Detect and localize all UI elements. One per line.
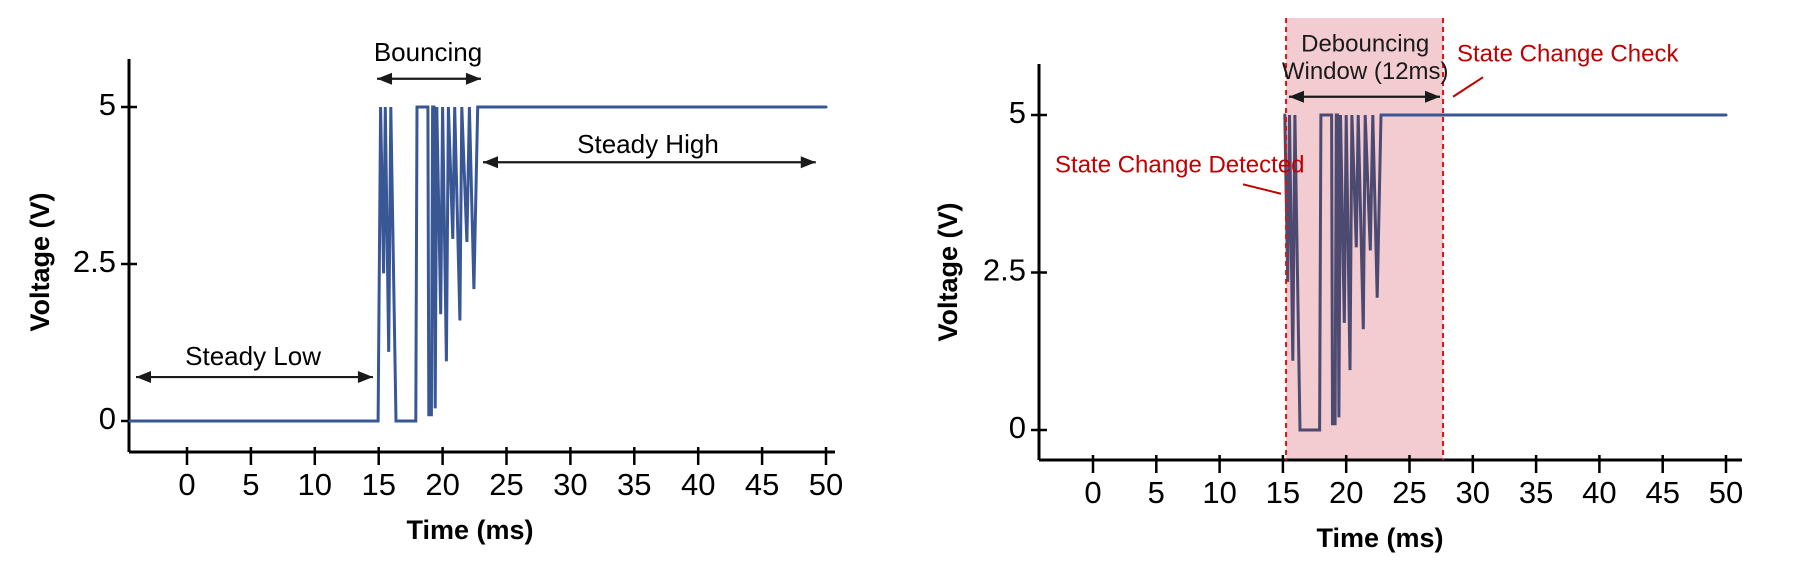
x-tick-label: 10	[298, 467, 332, 502]
y-axis-title: Voltage (V)	[933, 202, 963, 341]
annotation-text: Window (12ms)	[1282, 58, 1449, 85]
annotation-text: State Change Check	[1457, 40, 1679, 67]
arrowhead-icon	[800, 156, 816, 169]
y-tick-label: 0	[1009, 410, 1026, 445]
x-tick-label: 15	[1266, 475, 1300, 510]
x-tick-label: 25	[1392, 475, 1426, 510]
x-tick-label: 45	[745, 467, 779, 502]
arrowhead-icon	[482, 156, 498, 169]
y-tick-label: 2.5	[983, 253, 1026, 288]
x-axis-title: Time (ms)	[406, 515, 533, 545]
y-tick-label: 0	[99, 401, 116, 436]
annotation-text: State Change Detected	[1055, 151, 1305, 178]
y-tick-label: 5	[1009, 95, 1026, 130]
x-tick-label: 5	[1148, 475, 1165, 510]
arrowhead-icon	[357, 371, 373, 384]
arrowhead-icon	[377, 72, 393, 85]
arrowhead-icon	[1288, 90, 1304, 103]
y-tick-label: 5	[99, 87, 116, 122]
annotation-connector-line	[1242, 183, 1282, 195]
x-tick-label: 50	[1709, 475, 1743, 510]
span-label: Steady Low	[185, 341, 321, 371]
x-tick-label: 35	[1519, 475, 1553, 510]
span-label: Steady High	[577, 129, 719, 159]
annotation-text: Debouncing	[1301, 30, 1429, 57]
annotation-connector-line	[1452, 76, 1484, 98]
x-tick-label: 45	[1645, 475, 1679, 510]
x-tick-label: 5	[242, 467, 259, 502]
signal-line	[128, 105, 828, 423]
x-tick-label: 0	[178, 467, 195, 502]
y-tick-label: 2.5	[73, 244, 116, 279]
x-tick-label: 30	[1456, 475, 1490, 510]
x-tick-label: 40	[681, 467, 715, 502]
arrowhead-icon	[465, 72, 481, 85]
x-tick-label: 20	[1329, 475, 1363, 510]
x-tick-label: 15	[361, 467, 395, 502]
span-label: Bouncing	[374, 37, 482, 67]
chart-debounced: 0 5 10 15 20 25 30 35 40 45 50 0 2.5 5 Time (ms) Voltag…	[933, 17, 1743, 553]
arrowhead-icon	[1425, 90, 1441, 103]
signal-line	[1283, 113, 1383, 432]
x-tick-label: 40	[1582, 475, 1616, 510]
x-tick-label: 20	[425, 467, 459, 502]
x-tick-label: 10	[1202, 475, 1236, 510]
x-axis-title: Time (ms)	[1316, 523, 1443, 553]
x-tick-label: 30	[553, 467, 587, 502]
x-tick-label: 0	[1084, 475, 1101, 510]
chart-raw-bounce: 0 5 10 15 20 25 30 35 40 45 50 0 2.5 5 Time (ms) Voltag…	[25, 37, 843, 545]
x-tick-label: 50	[809, 467, 843, 502]
x-tick-label: 35	[617, 467, 651, 502]
x-tick-label: 25	[489, 467, 523, 502]
y-axis-title: Voltage (V)	[25, 192, 55, 331]
arrowhead-icon	[136, 371, 152, 384]
